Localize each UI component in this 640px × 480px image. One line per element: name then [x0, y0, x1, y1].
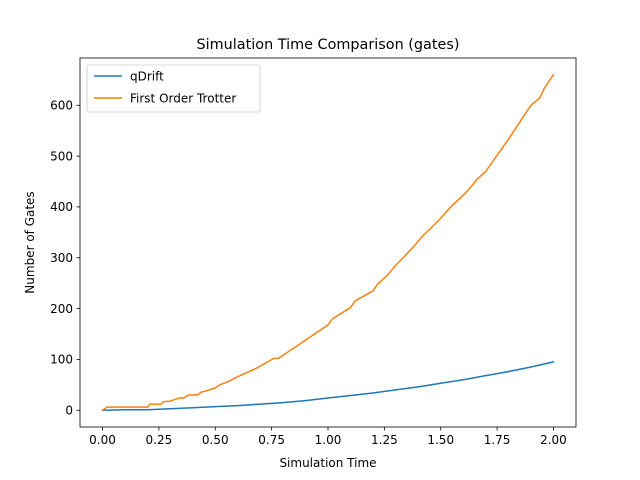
y-axis-label: Number of Gates: [23, 191, 37, 293]
y-tick-label: 0: [65, 404, 73, 418]
x-tick-label: 1.25: [371, 433, 398, 447]
series-line-qdrift: [101, 361, 555, 411]
legend-label-qdrift: qDrift: [130, 70, 164, 84]
x-tick-label: 0.00: [89, 433, 116, 447]
x-tick-label: 0.75: [258, 433, 285, 447]
y-tick-label: 100: [50, 353, 73, 367]
x-tick-label: 0.25: [146, 433, 173, 447]
y-axis: 0 100 200 300 400 500 600: [50, 99, 80, 418]
y-tick-label: 500: [50, 149, 73, 163]
x-tick-label: 1.50: [427, 433, 454, 447]
y-tick-label: 600: [50, 99, 73, 113]
chart-title: Simulation Time Comparison (gates): [197, 37, 460, 53]
x-tick-label: 1.00: [315, 433, 342, 447]
plot-area: [101, 73, 555, 412]
x-tick-label: 2.00: [540, 433, 567, 447]
series-line-first-order-trotter: [101, 73, 555, 412]
legend-label-first-order-trotter: First Order Trotter: [130, 92, 236, 106]
x-tick-label: 1.75: [484, 433, 511, 447]
legend-box: [86, 64, 261, 113]
legend: qDrift First Order Trotter: [86, 64, 261, 113]
x-axis: 0.00 0.25 0.50 0.75 1.00 1.25 1.50 1.75 2.00: [89, 427, 567, 447]
axes-frame: [79, 57, 577, 428]
x-axis-label: Simulation Time: [279, 456, 376, 470]
y-tick-label: 300: [50, 251, 73, 265]
y-tick-label: 200: [50, 302, 73, 316]
x-tick-label: 0.50: [202, 433, 229, 447]
y-tick-label: 400: [50, 200, 73, 214]
